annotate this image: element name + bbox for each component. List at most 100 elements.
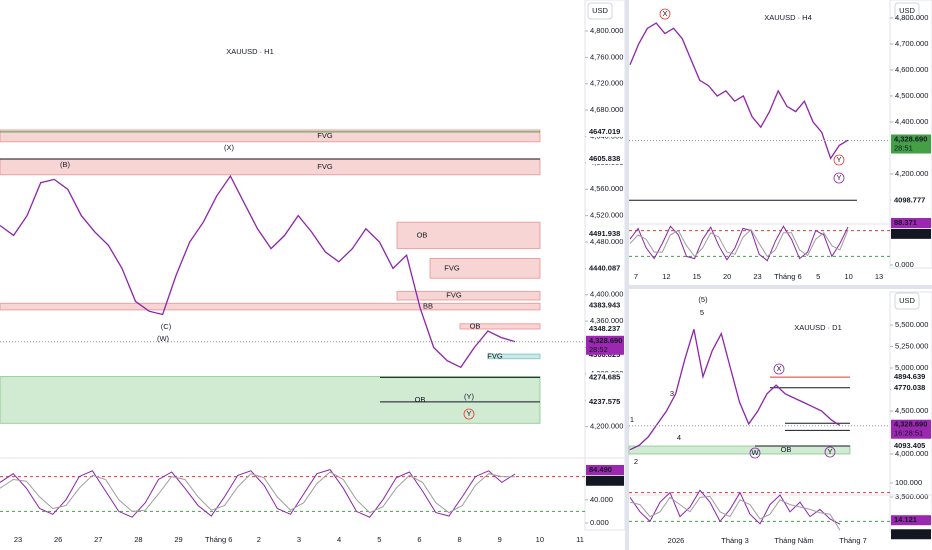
y-tick-label: 4,400.000 — [590, 290, 623, 299]
x-tick-label: 8 — [457, 535, 461, 544]
zone-label: FVG — [446, 291, 462, 300]
level-tag — [586, 349, 624, 360]
osc-tick-label: 0.000 — [590, 518, 609, 527]
annotation: 1 — [630, 415, 634, 424]
level-tag — [891, 195, 931, 206]
zone-label: FVG — [317, 162, 333, 171]
x-tick-label: 23 — [14, 535, 22, 544]
y-tick-label: 4,760.000 — [590, 52, 623, 61]
annotation: X — [662, 9, 667, 18]
level-label: 4274.685 — [589, 372, 620, 381]
zone-label: BB — [423, 302, 433, 311]
y-tick-label: 4,800.000 — [895, 13, 928, 22]
oscillator-line — [629, 489, 841, 525]
y-tick-label: 4,200.000 — [590, 422, 623, 431]
price-tag — [891, 134, 931, 154]
osc-tag-label: 14.121 — [894, 515, 917, 524]
level-tag — [586, 323, 624, 334]
price-tag-label: 4,328.690 — [894, 134, 927, 143]
price-tag-timer: 28:51 — [894, 143, 913, 152]
chart-title: XAUUSD · H1 — [226, 47, 274, 56]
oscillator-line — [0, 469, 516, 518]
annotation: (X) — [224, 143, 235, 152]
level-label: 4098.777 — [894, 195, 925, 204]
annotation: Y — [836, 173, 841, 182]
level-label: 4647.019 — [589, 127, 620, 136]
oscillator-line — [629, 228, 849, 258]
annotation: (C) — [161, 322, 172, 331]
x-tick-label: 27 — [94, 535, 102, 544]
price-line — [0, 174, 516, 369]
zone — [0, 302, 541, 311]
zone-label: OB — [417, 230, 428, 239]
y-tick-label: 4,600.000 — [895, 65, 928, 74]
currency: USD — [899, 296, 915, 305]
annotation: X — [776, 364, 781, 373]
zone-label: OB — [415, 395, 426, 404]
price-tag-label: 4,328.690 — [589, 336, 622, 345]
level-label: 4093.405 — [894, 441, 925, 450]
annotation-circle — [833, 172, 845, 184]
y-tick-label: 4,700.000 — [895, 39, 928, 48]
level-tag — [586, 229, 624, 240]
level-label: 4770.038 — [894, 383, 925, 392]
x-tick-label: Tháng Năm — [774, 536, 813, 545]
y-tick-label: 3,500.000 — [895, 492, 928, 501]
x-tick-label: 26 — [54, 535, 62, 544]
x-tick-label: 2026 — [668, 536, 685, 545]
price-axis — [889, 291, 932, 533]
annotation-circle — [749, 447, 761, 459]
level-tag — [586, 300, 624, 311]
currency-box — [587, 2, 613, 20]
chart-title: XAUUSD · H4 — [764, 13, 812, 22]
osc-tag-label: 1.591 — [894, 529, 913, 538]
x-tick-label: 9 — [498, 535, 502, 544]
annotation: (W) — [157, 334, 170, 343]
annotation-circle — [833, 154, 845, 166]
zone-label: FVG — [487, 351, 503, 360]
level-tag — [891, 382, 931, 393]
x-tick-label: Tháng 7 — [839, 536, 867, 545]
osc-tick-label: 40.000 — [590, 495, 613, 504]
level-label: 4605.838 — [589, 154, 620, 163]
x-tick-label: Tháng 6 — [774, 272, 802, 281]
currency-box — [894, 2, 920, 20]
currency: USD — [592, 6, 608, 15]
zone — [0, 376, 541, 424]
currency: USD — [899, 6, 915, 15]
zone-label: OB — [470, 321, 481, 330]
x-tick-label: Tháng 3 — [721, 536, 749, 545]
x-tick-label: 10 — [844, 272, 852, 281]
annotation: 4 — [677, 433, 681, 442]
x-tick-label: 11 — [576, 535, 584, 544]
level-label: 4894.639 — [894, 372, 925, 381]
y-tick-label: 4,800.000 — [590, 26, 623, 35]
annotation: Y — [466, 409, 471, 418]
osc-tag — [586, 475, 624, 486]
level-label: 4383.943 — [589, 300, 620, 309]
y-tick-label: 5,500.000 — [895, 320, 928, 329]
price-tag-timer: 28:52 — [589, 345, 608, 354]
annotation: W — [751, 448, 759, 457]
x-tick-label: 20 — [723, 272, 731, 281]
y-tick-label: 4,500.000 — [895, 91, 928, 100]
osc-tag — [891, 218, 931, 229]
x-tick-label: 15 — [693, 272, 701, 281]
level-label: 4348.237 — [589, 324, 620, 333]
x-tick-label: 10 — [536, 535, 544, 544]
level-tag — [586, 372, 624, 383]
x-tick-label: 7 — [634, 272, 638, 281]
level-label: 4440.087 — [589, 263, 620, 272]
osc-tag-label: 84.490 — [589, 465, 612, 474]
annotation: (Y) — [464, 392, 475, 401]
zone — [0, 129, 541, 143]
annotation: (B) — [60, 160, 71, 169]
x-tick-label: 5 — [377, 535, 381, 544]
price-tag-label: 4,328.690 — [894, 420, 927, 429]
price-tag-timer: 16:28:51 — [894, 429, 923, 438]
y-tick-label: 5,250.000 — [895, 341, 928, 350]
annotation: Y — [827, 447, 832, 456]
zone-label: FVG — [444, 263, 460, 272]
osc-tag-label: 81.735 — [894, 229, 917, 238]
